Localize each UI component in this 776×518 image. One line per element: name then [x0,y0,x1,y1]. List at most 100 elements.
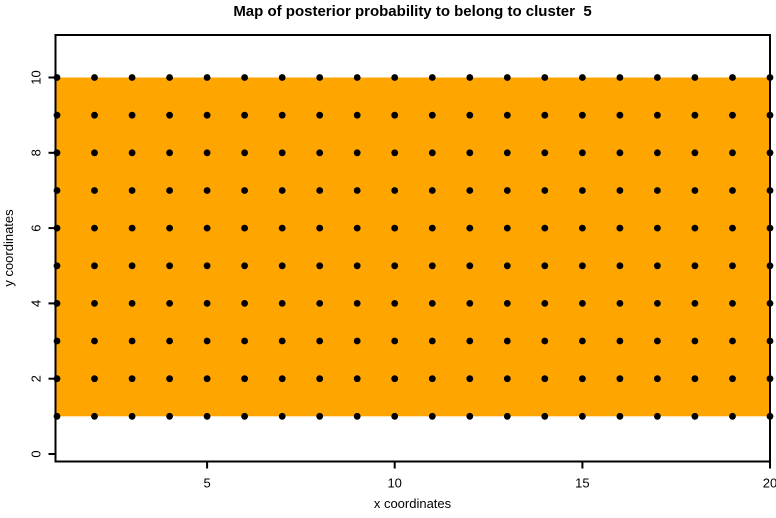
data-point [503,149,511,157]
data-point [241,412,249,420]
data-point [91,187,98,194]
data-point [541,111,549,119]
data-point [128,224,136,232]
data-point [579,187,586,194]
data-point [579,337,586,345]
data-point [729,337,736,345]
data-point [428,300,436,307]
data-point [166,149,174,157]
data-point [503,412,511,420]
data-point [203,375,211,383]
data-point [353,74,361,81]
data-point [278,300,286,307]
data-point [91,149,98,157]
data-point [203,149,211,157]
data-point [353,224,361,232]
data-point [241,224,249,232]
data-point [278,262,286,270]
data-point [203,74,211,81]
data-point [316,262,324,270]
y-tick-label: 4 [29,300,44,307]
data-point [579,224,586,232]
data-point [278,111,286,119]
data-point [503,262,511,270]
data-point [91,74,98,81]
data-point [729,149,736,157]
x-tick-label: 5 [203,476,210,491]
data-point [391,262,399,270]
data-point [391,149,399,157]
data-point [616,262,624,270]
data-point [203,412,211,420]
data-point [203,262,211,270]
data-point [616,412,624,420]
data-point [203,111,211,119]
data-point [203,187,211,194]
data-point [91,224,98,232]
data-point [91,111,98,119]
data-point [391,300,399,307]
data-point [128,187,136,194]
data-point [654,300,661,307]
data-point [691,337,699,345]
data-point [466,412,474,420]
data-point [428,375,436,383]
data-point [616,337,624,345]
data-point [691,262,699,270]
data-point [729,224,736,232]
data-point [428,187,436,194]
data-point [428,111,436,119]
data-point [278,375,286,383]
data-point [166,224,174,232]
data-point [391,375,399,383]
data-point [503,111,511,119]
data-point [428,262,436,270]
data-point [729,111,736,119]
data-point [691,224,699,232]
data-point [166,412,174,420]
data-point [541,149,549,157]
x-tick-label: 15 [575,476,589,491]
data-point [353,375,361,383]
data-point [316,412,324,420]
data-point [579,375,586,383]
data-point [241,375,249,383]
data-point [466,111,474,119]
data-point [353,187,361,194]
data-point [278,187,286,194]
data-point [466,187,474,194]
data-point [466,300,474,307]
data-point [654,262,661,270]
y-axis-label: y coordinates [1,209,16,287]
data-point [203,337,211,345]
data-point [616,375,624,383]
data-point [128,149,136,157]
data-point [278,149,286,157]
data-point [541,187,549,194]
x-tick-label: 10 [387,476,401,491]
data-point [579,149,586,157]
data-point [466,262,474,270]
data-point [128,262,136,270]
data-point [316,111,324,119]
data-point [166,300,174,307]
data-point [353,111,361,119]
data-point [203,224,211,232]
data-point [654,224,661,232]
data-point [541,224,549,232]
data-point [541,74,549,81]
data-point [729,262,736,270]
data-point [316,375,324,383]
data-point [616,187,624,194]
data-point [353,412,361,420]
data-point [241,337,249,345]
data-point [729,187,736,194]
data-point [729,412,736,420]
data-point [503,375,511,383]
data-point [466,74,474,81]
data-point [503,74,511,81]
data-point [729,375,736,383]
data-point [616,149,624,157]
data-point [353,149,361,157]
data-point [654,412,661,420]
